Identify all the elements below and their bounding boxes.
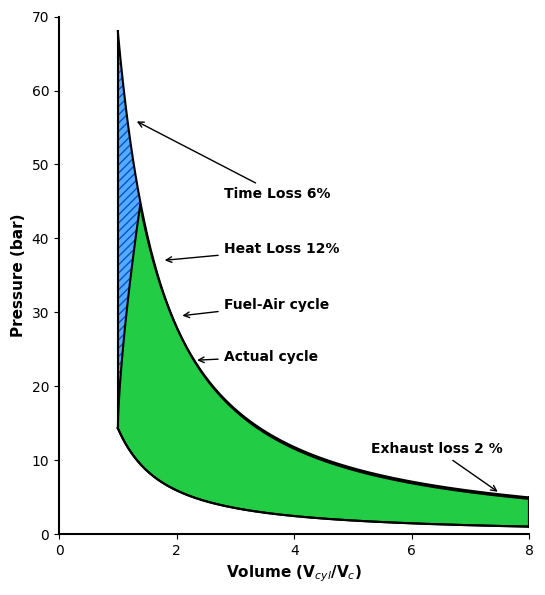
- Text: Actual cycle: Actual cycle: [198, 350, 318, 364]
- Text: Fuel-Air cycle: Fuel-Air cycle: [184, 298, 329, 318]
- Text: Exhaust loss 2 %: Exhaust loss 2 %: [371, 442, 502, 491]
- Polygon shape: [118, 205, 529, 527]
- Text: Time Loss 6%: Time Loss 6%: [138, 122, 330, 201]
- Y-axis label: Pressure (bar): Pressure (bar): [11, 214, 26, 337]
- Text: Heat Loss 12%: Heat Loss 12%: [166, 242, 339, 262]
- Polygon shape: [118, 32, 529, 527]
- X-axis label: Volume (V$_{cyl}$/V$_c$): Volume (V$_{cyl}$/V$_c$): [226, 563, 362, 584]
